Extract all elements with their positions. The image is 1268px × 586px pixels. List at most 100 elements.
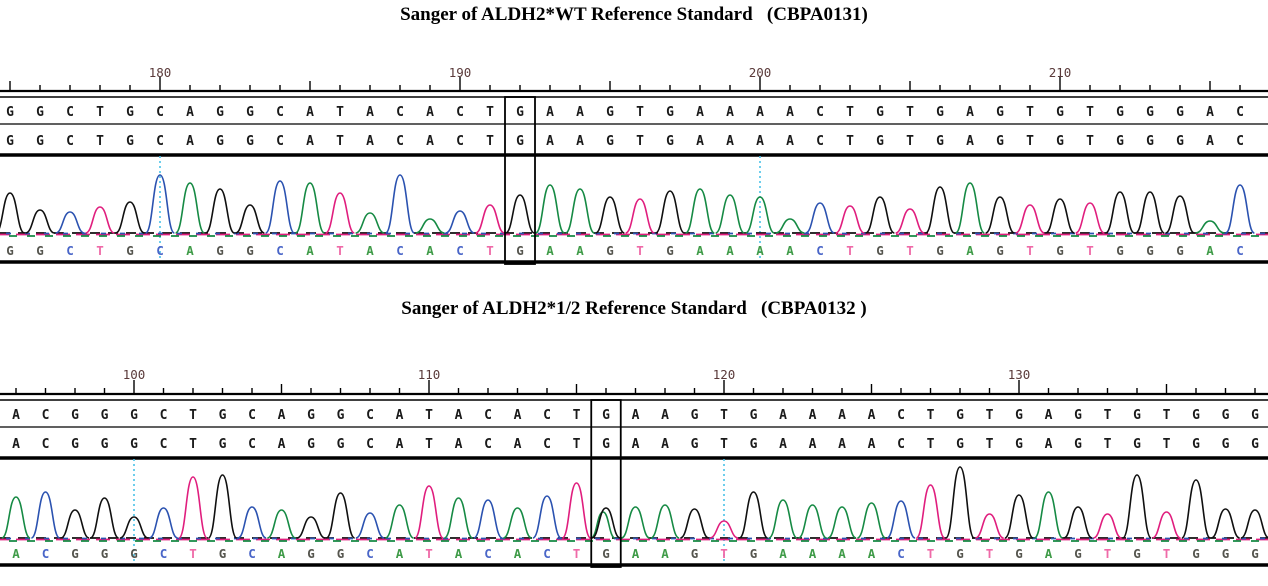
seq-row2-base: T — [1163, 437, 1171, 452]
trace-peak — [505, 194, 535, 234]
seq-row1-base: G — [6, 105, 14, 120]
called-base: T — [1104, 546, 1112, 561]
trace-peak — [60, 509, 90, 539]
trace-peak — [1181, 479, 1211, 539]
seq-row1-base: A — [786, 105, 794, 120]
seq-row2-base: A — [809, 437, 817, 452]
called-base: G — [876, 243, 884, 258]
seq-row2-base: A — [1206, 134, 1214, 149]
called-base: C — [66, 243, 74, 258]
panel1-title: Sanger of ALDH2*WT Reference Standard (C… — [400, 4, 868, 25]
seq-row2-base: A — [576, 134, 584, 149]
seq-row2-base: G — [71, 437, 79, 452]
seq-row1-base: G — [956, 408, 964, 423]
seq-row1-base: G — [1222, 408, 1230, 423]
ruler-label: 210 — [1049, 65, 1072, 80]
called-base: G — [606, 243, 614, 258]
seq-row1-base: G — [71, 408, 79, 423]
seq-row2-base: C — [816, 134, 824, 149]
trace-peak — [945, 466, 975, 539]
trace-peak — [355, 212, 385, 234]
seq-row2-base: A — [1045, 437, 1053, 452]
trace-peak — [445, 210, 475, 234]
seq-row1-base: G — [516, 105, 524, 120]
trace-peak — [473, 499, 503, 539]
trace-peak — [805, 202, 835, 234]
trace-peak — [325, 192, 355, 234]
trace-peak — [684, 188, 716, 234]
called-base: A — [455, 546, 463, 561]
called-base: C — [456, 243, 464, 258]
trace-peak — [115, 201, 145, 234]
trace-peak — [775, 218, 805, 234]
called-base: G — [1192, 546, 1200, 561]
called-base: C — [276, 243, 284, 258]
trace-peak — [414, 485, 444, 539]
called-base: G — [1133, 546, 1141, 561]
seq-row1-base: C — [897, 408, 905, 423]
seq-row1-base: C — [248, 408, 256, 423]
trace-peak — [827, 506, 857, 539]
seq-row1-base: G — [936, 105, 944, 120]
seq-row1-base: A — [632, 408, 640, 423]
seq-row2-base: C — [543, 437, 551, 452]
trace-peak — [625, 198, 655, 234]
called-base: T — [189, 546, 197, 561]
seq-row2-base: A — [661, 437, 669, 452]
seq-row2-base: G — [602, 437, 610, 452]
called-base: A — [1045, 546, 1053, 561]
trace-peak — [415, 218, 445, 234]
called-base: C — [816, 243, 824, 258]
trace-peak — [1195, 220, 1225, 234]
ruler-label: 120 — [713, 367, 736, 382]
called-base: G — [1251, 546, 1259, 561]
seq-row2-base: A — [186, 134, 194, 149]
seq-row1-base: A — [726, 105, 734, 120]
seq-row2-base: G — [36, 134, 44, 149]
seq-row1-base: C — [456, 105, 464, 120]
trace-peak — [895, 208, 925, 234]
trace-peak — [384, 174, 416, 234]
seq-row2-base: T — [986, 437, 994, 452]
trace-peak — [915, 484, 946, 539]
seq-row2-base: G — [750, 437, 758, 452]
seq-row1-base: A — [12, 408, 20, 423]
trace-peak — [502, 507, 533, 539]
trace-peak — [89, 497, 120, 539]
seq-row1-base: A — [779, 408, 787, 423]
trace-peak — [55, 211, 85, 234]
seq-row1-base: G — [606, 105, 614, 120]
trace-peak — [1093, 513, 1122, 539]
called-base: G — [1176, 243, 1184, 258]
seq-row2-base: T — [846, 134, 854, 149]
seq-row2-base: G — [691, 437, 699, 452]
seq-row2-base: G — [6, 134, 14, 149]
seq-row2-base: C — [248, 437, 256, 452]
called-base: G — [936, 243, 944, 258]
seq-row1-base: T — [986, 408, 994, 423]
trace-peak — [1, 496, 31, 539]
seq-row1-base: G — [996, 105, 1004, 120]
called-base: A — [838, 546, 846, 561]
called-base: G — [1222, 546, 1230, 561]
seq-row1-base: G — [216, 105, 224, 120]
seq-row2-base: C — [276, 134, 284, 149]
seq-row1-base: T — [1086, 105, 1094, 120]
called-base: T — [486, 243, 494, 258]
called-base: G — [1074, 546, 1082, 561]
seq-row1-base: A — [455, 408, 463, 423]
trace-peak — [1224, 184, 1256, 234]
seq-row1-base: T — [846, 105, 854, 120]
called-base: A — [966, 243, 974, 258]
trace-peak — [975, 513, 1004, 539]
trace-peak — [856, 502, 887, 539]
trace-peak — [30, 491, 61, 539]
seq-row2-base: G — [956, 437, 964, 452]
called-base: C — [543, 546, 551, 561]
seq-row1-base: A — [868, 408, 876, 423]
called-base: C — [1236, 243, 1244, 258]
seq-row1-base: A — [756, 105, 764, 120]
called-base: A — [779, 546, 787, 561]
panel2-title: Sanger of ALDH2*1/2 Reference Standard (… — [401, 298, 867, 319]
called-base: T — [1163, 546, 1171, 561]
